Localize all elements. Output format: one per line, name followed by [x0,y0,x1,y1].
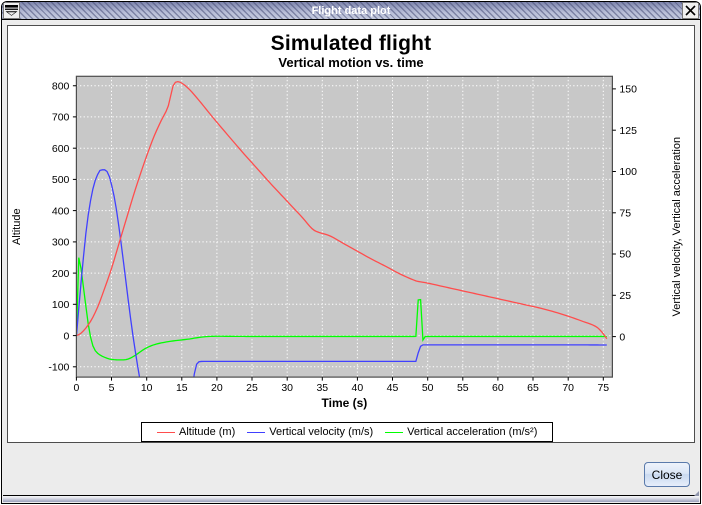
svg-text:50: 50 [619,249,631,261]
svg-text:Vertical velocity, Vertical ac: Vertical velocity, Vertical acceleration [671,137,683,317]
svg-text:75: 75 [597,382,609,394]
svg-text:200: 200 [52,268,70,280]
svg-text:125: 125 [619,125,637,137]
svg-text:800: 800 [52,80,70,92]
svg-text:30: 30 [281,382,293,394]
svg-text:10: 10 [141,382,153,394]
svg-text:45: 45 [387,382,399,394]
svg-text:20: 20 [211,382,223,394]
svg-text:500: 500 [52,174,70,186]
svg-text:100: 100 [619,166,637,178]
svg-text:300: 300 [52,237,70,249]
svg-text:65: 65 [527,382,539,394]
svg-text:15: 15 [176,382,188,394]
svg-text:100: 100 [52,299,70,311]
svg-text:Time (s): Time (s) [322,396,368,410]
svg-text:50: 50 [422,382,434,394]
svg-text:0: 0 [64,330,70,342]
svg-text:150: 150 [619,84,637,96]
svg-text:25: 25 [619,290,631,302]
svg-text:60: 60 [492,382,504,394]
svg-text:25: 25 [246,382,258,394]
svg-text:5: 5 [109,382,115,394]
svg-text:70: 70 [562,382,574,394]
svg-text:0: 0 [73,382,79,394]
svg-text:Altitude: Altitude [11,208,23,245]
svg-text:0: 0 [619,331,625,343]
svg-text:400: 400 [52,205,70,217]
svg-text:40: 40 [352,382,364,394]
svg-text:600: 600 [52,143,70,155]
svg-text:75: 75 [619,207,631,219]
svg-text:35: 35 [316,382,328,394]
svg-text:55: 55 [457,382,469,394]
svg-text:700: 700 [52,112,70,124]
svg-text:-100: -100 [48,362,69,374]
